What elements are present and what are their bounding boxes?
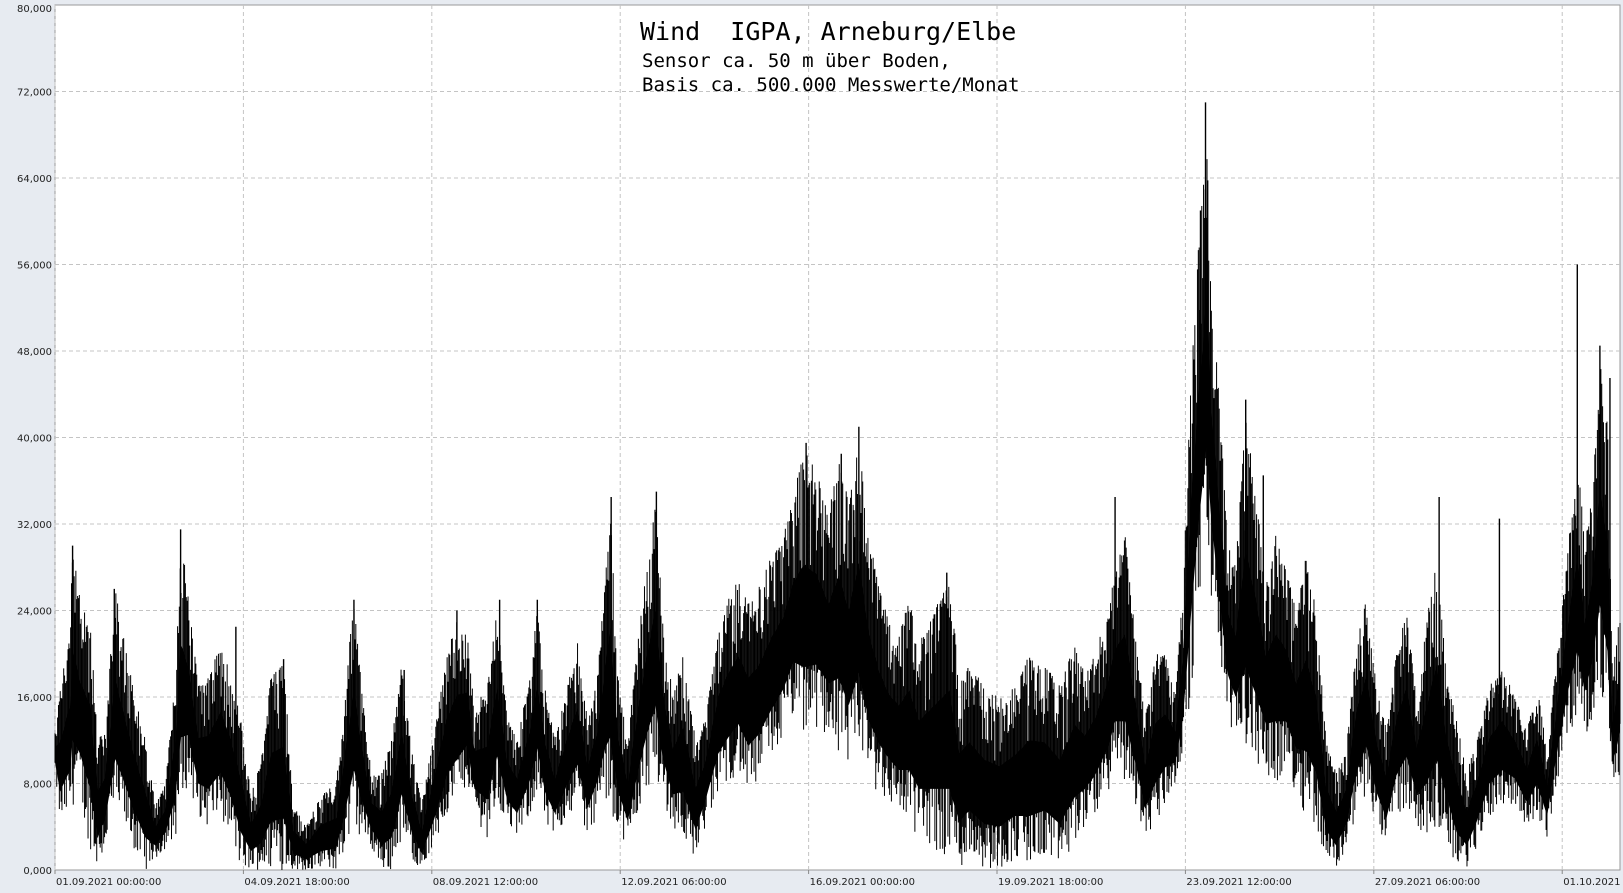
chart-title-block: Wind IGPA, Arneburg/Elbe Sensor ca. 50 m… (640, 17, 1020, 96)
x-tick-label: 01.10.2021 00:00:00 (1563, 877, 1623, 888)
y-axis-ticks: 0,000 8,000 16,000 24,000 32,000 40,000 48,000… (17, 4, 52, 877)
y-tick-label: 64,000 (17, 174, 52, 185)
y-tick-label: 24,000 (17, 607, 52, 618)
x-tick-label: 12.09.2021 06:00:00 (621, 877, 726, 888)
x-tick-label: 27.09.2021 06:00:00 (1375, 877, 1480, 888)
x-tick-label: 16.09.2021 00:00:00 (810, 877, 915, 888)
wind-series (54, 102, 1621, 870)
series-envelope (55, 290, 1620, 860)
x-tick-label: 19.09.2021 18:00:00 (998, 877, 1103, 888)
chart-subtitle-line-1: Sensor ca. 50 m über Boden, (642, 50, 951, 72)
y-tick-label: 56,000 (17, 261, 52, 272)
y-tick-label: 40,000 (17, 434, 52, 445)
x-tick-label: 01.09.2021 00:00:00 (56, 877, 161, 888)
x-axis-ticks: 01.09.2021 00:00:00 04.09.2021 18:00:00 08… (54, 870, 1623, 888)
x-tick-label: 08.09.2021 12:00:00 (433, 877, 538, 888)
y-tick-label: 8,000 (23, 780, 52, 791)
y-tick-label: 80,000 (17, 4, 52, 15)
y-tick-label: 0,000 (23, 866, 52, 877)
x-tick-label: 04.09.2021 18:00:00 (244, 877, 349, 888)
chart-title: Wind IGPA, Arneburg/Elbe (640, 17, 1016, 46)
x-tick-label: 23.09.2021 12:00:00 (1186, 877, 1291, 888)
y-tick-label: 16,000 (17, 693, 52, 704)
y-tick-label: 32,000 (17, 520, 52, 531)
y-tick-label: 72,000 (17, 88, 52, 99)
y-tick-label: 48,000 (17, 347, 52, 358)
chart-subtitle-line-2: Basis ca. 500.000 Messwerte/Monat (642, 74, 1020, 96)
